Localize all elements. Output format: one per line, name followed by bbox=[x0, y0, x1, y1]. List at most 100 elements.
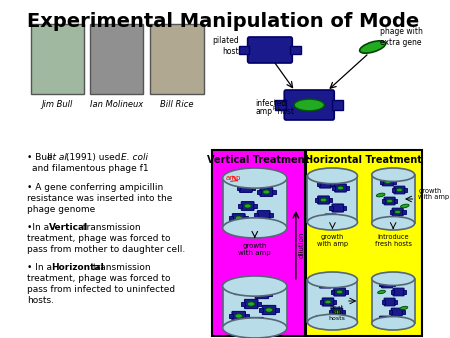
Bar bbox=[403, 290, 406, 293]
Bar bbox=[90, 24, 143, 94]
Bar bbox=[230, 216, 233, 220]
Text: R: R bbox=[273, 105, 276, 111]
Bar bbox=[245, 314, 248, 318]
Text: growth
with amp: growth with amp bbox=[238, 243, 271, 256]
Ellipse shape bbox=[242, 328, 250, 332]
Text: • Bull: • Bull bbox=[27, 153, 55, 162]
Bar bbox=[389, 311, 392, 314]
Bar bbox=[390, 318, 393, 321]
Bar bbox=[291, 46, 301, 54]
Text: E. coli: E. coli bbox=[121, 153, 148, 162]
Ellipse shape bbox=[322, 282, 328, 286]
Ellipse shape bbox=[223, 168, 287, 188]
Bar bbox=[150, 24, 204, 94]
Bar bbox=[392, 189, 395, 192]
FancyBboxPatch shape bbox=[384, 197, 395, 205]
Ellipse shape bbox=[248, 302, 255, 306]
Text: dilution: dilution bbox=[298, 232, 305, 258]
Ellipse shape bbox=[307, 272, 357, 288]
Ellipse shape bbox=[263, 190, 270, 194]
Bar bbox=[328, 198, 332, 202]
Ellipse shape bbox=[372, 317, 414, 330]
Text: pilated
host: pilated host bbox=[212, 36, 238, 56]
FancyBboxPatch shape bbox=[318, 196, 329, 204]
Bar bbox=[336, 216, 339, 220]
Ellipse shape bbox=[372, 168, 414, 182]
Text: •In a: •In a bbox=[27, 223, 52, 232]
Text: pass from infected to uninfected: pass from infected to uninfected bbox=[27, 285, 175, 294]
Text: • A gene conferring ampicillin: • A gene conferring ampicillin bbox=[27, 183, 163, 192]
Bar bbox=[379, 283, 382, 286]
FancyBboxPatch shape bbox=[392, 208, 403, 216]
Bar bbox=[391, 290, 394, 293]
Bar bbox=[333, 300, 336, 304]
Ellipse shape bbox=[378, 290, 386, 294]
FancyBboxPatch shape bbox=[284, 90, 334, 120]
FancyBboxPatch shape bbox=[325, 214, 337, 222]
Bar bbox=[307, 176, 357, 222]
Ellipse shape bbox=[244, 204, 251, 208]
Bar bbox=[237, 186, 240, 190]
FancyBboxPatch shape bbox=[316, 316, 328, 324]
Bar bbox=[252, 328, 256, 332]
Text: transmission: transmission bbox=[80, 223, 140, 232]
Bar bbox=[372, 175, 414, 223]
Text: Horizontal: Horizontal bbox=[51, 263, 104, 272]
Ellipse shape bbox=[258, 292, 265, 296]
Bar bbox=[252, 292, 256, 296]
FancyBboxPatch shape bbox=[320, 180, 331, 188]
Bar bbox=[270, 213, 273, 217]
FancyBboxPatch shape bbox=[320, 280, 331, 288]
Bar bbox=[372, 279, 414, 323]
Ellipse shape bbox=[372, 272, 414, 285]
FancyBboxPatch shape bbox=[232, 214, 245, 222]
Bar bbox=[345, 290, 348, 294]
Bar bbox=[330, 282, 333, 286]
Bar bbox=[275, 100, 286, 110]
Ellipse shape bbox=[307, 314, 357, 330]
Text: phage with
extra gene: phage with extra gene bbox=[380, 27, 423, 47]
FancyBboxPatch shape bbox=[244, 299, 258, 309]
Ellipse shape bbox=[223, 318, 287, 338]
Text: heat
kill
hosts: heat kill hosts bbox=[328, 305, 345, 321]
Ellipse shape bbox=[376, 193, 385, 197]
Ellipse shape bbox=[307, 214, 357, 230]
FancyBboxPatch shape bbox=[393, 288, 404, 296]
Bar bbox=[317, 282, 320, 286]
Bar bbox=[262, 224, 266, 228]
Bar bbox=[229, 314, 233, 318]
Bar bbox=[268, 292, 272, 296]
Bar bbox=[257, 302, 261, 306]
Bar bbox=[402, 211, 405, 214]
Bar bbox=[247, 320, 251, 324]
Ellipse shape bbox=[400, 204, 409, 208]
Bar bbox=[382, 300, 385, 304]
FancyBboxPatch shape bbox=[241, 201, 254, 210]
Text: hosts.: hosts. bbox=[27, 296, 54, 305]
Ellipse shape bbox=[337, 290, 343, 294]
Text: Horizontal Treatment: Horizontal Treatment bbox=[305, 155, 422, 165]
Bar bbox=[263, 320, 266, 324]
Text: phage genome: phage genome bbox=[27, 205, 95, 214]
Ellipse shape bbox=[235, 216, 242, 220]
Bar bbox=[329, 207, 333, 210]
FancyBboxPatch shape bbox=[384, 298, 395, 306]
FancyBboxPatch shape bbox=[335, 184, 346, 192]
FancyBboxPatch shape bbox=[334, 288, 346, 296]
Bar bbox=[328, 310, 332, 314]
Ellipse shape bbox=[325, 300, 331, 304]
Text: growth
with amp: growth with amp bbox=[317, 234, 348, 247]
Text: treatment, phage was forced to: treatment, phage was forced to bbox=[27, 234, 171, 243]
Text: (1991) used: (1991) used bbox=[63, 153, 123, 162]
Bar bbox=[244, 216, 248, 220]
FancyBboxPatch shape bbox=[394, 186, 405, 194]
Bar bbox=[313, 318, 317, 322]
Text: amp: amp bbox=[256, 106, 273, 116]
Bar bbox=[315, 198, 319, 202]
FancyBboxPatch shape bbox=[239, 184, 252, 192]
FancyBboxPatch shape bbox=[382, 178, 393, 186]
Ellipse shape bbox=[396, 188, 402, 192]
Bar bbox=[333, 100, 343, 110]
Bar bbox=[332, 186, 335, 190]
Bar bbox=[238, 46, 249, 54]
